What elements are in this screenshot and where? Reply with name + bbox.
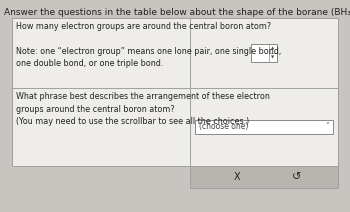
- FancyBboxPatch shape: [195, 120, 333, 134]
- FancyBboxPatch shape: [12, 18, 338, 166]
- Text: (choose one): (choose one): [199, 123, 248, 131]
- Text: ▲: ▲: [272, 46, 274, 50]
- Text: ˅: ˅: [325, 123, 329, 131]
- Text: What phrase best describes the arrangement of these electron
groups around the c: What phrase best describes the arrangeme…: [16, 92, 270, 126]
- Text: How many electron groups are around the central boron atom?

Note: one “electron: How many electron groups are around the …: [16, 22, 281, 68]
- FancyBboxPatch shape: [190, 166, 338, 188]
- FancyBboxPatch shape: [251, 44, 277, 62]
- Text: ▼: ▼: [272, 56, 274, 60]
- Text: X: X: [234, 172, 241, 182]
- Text: Answer the questions in the table below about the shape of the borane (BH₃) mole: Answer the questions in the table below …: [4, 8, 350, 17]
- Text: ↺: ↺: [292, 172, 301, 182]
